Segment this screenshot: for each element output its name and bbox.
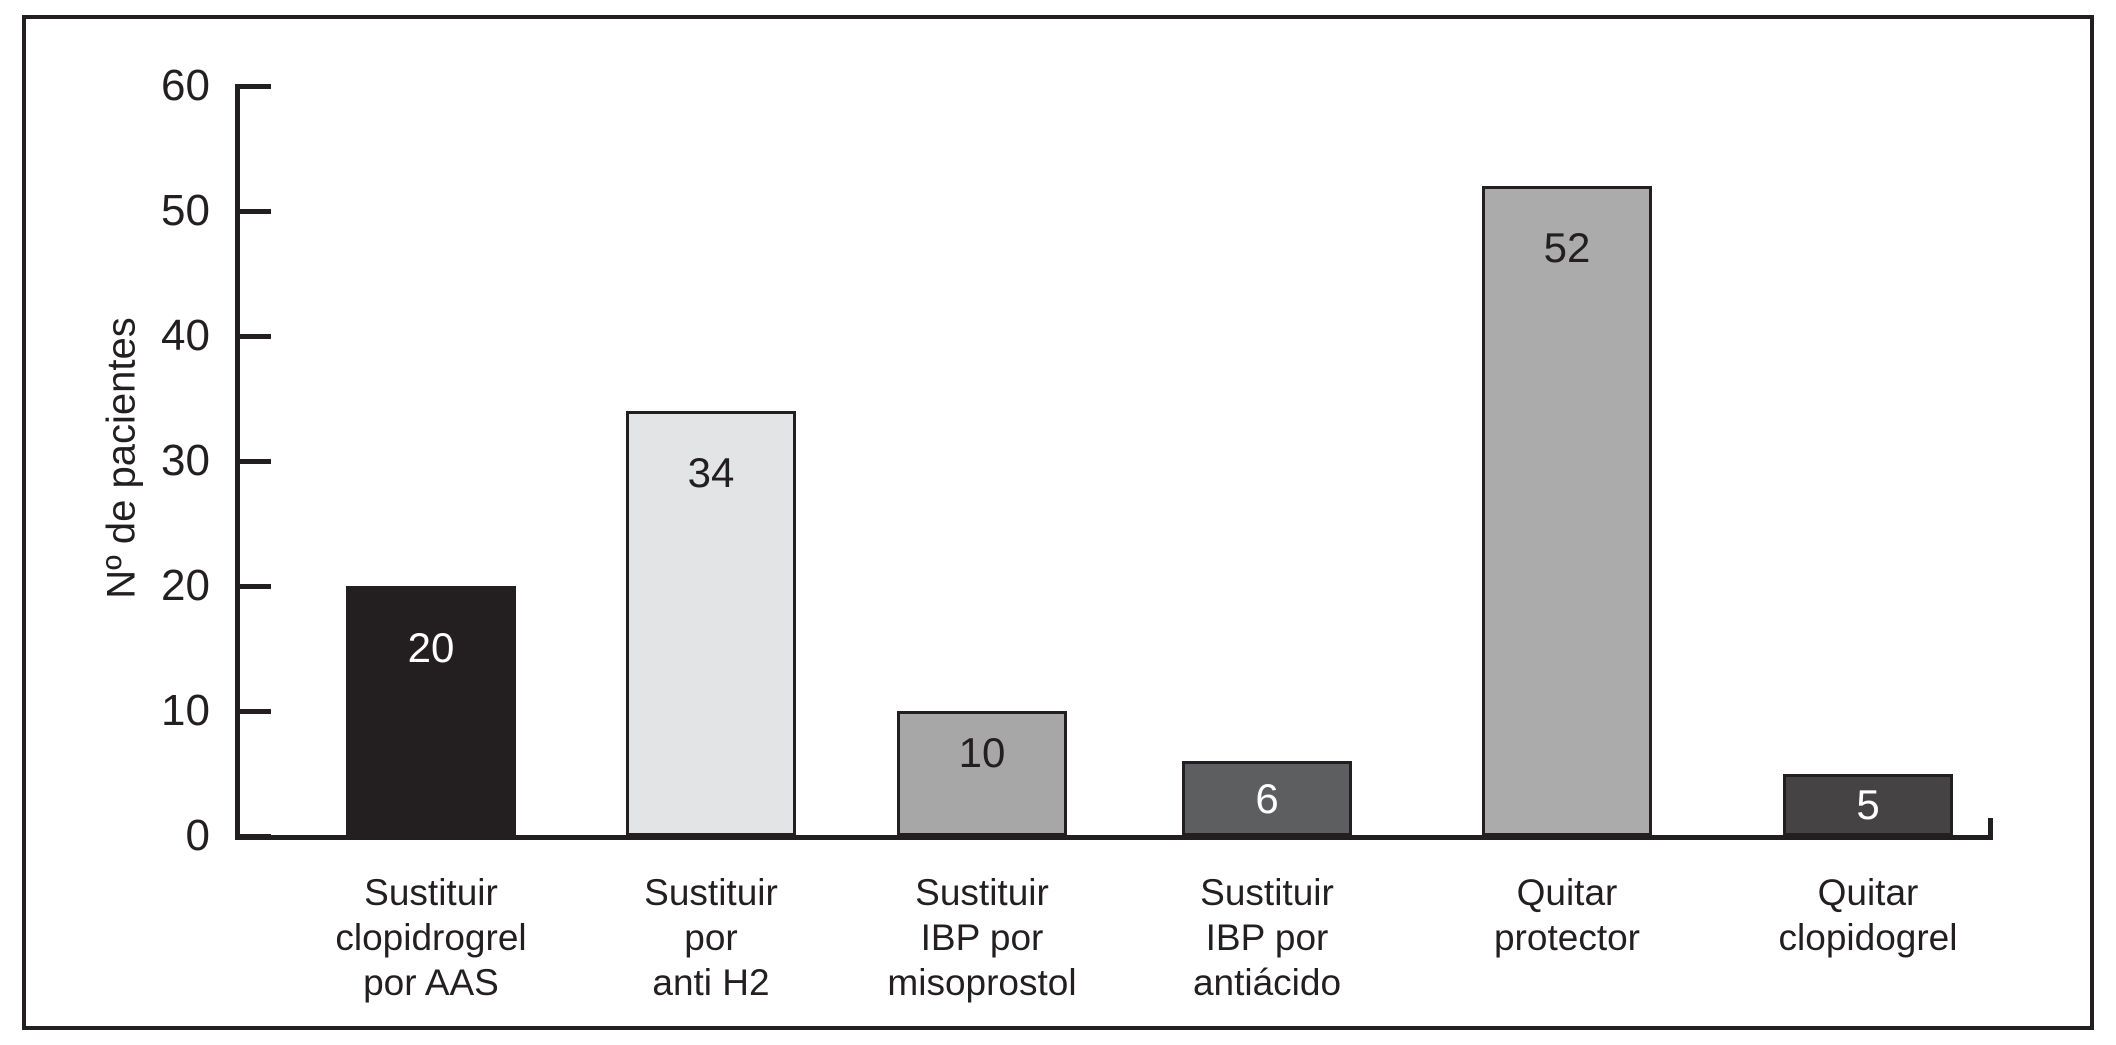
bar: 20 [346, 586, 516, 836]
y-axis-tick [235, 583, 271, 589]
x-category-label: Sustituir IBP por misoprostol [887, 872, 1077, 1003]
y-axis-tick-label: 30 [161, 436, 210, 485]
bar-value-label: 10 [958, 729, 1006, 776]
bar: 10 [897, 711, 1067, 836]
plot-area: 0 10 20 30 40 50 60 20 Sustituir clopidrogrel po… [161, 61, 1993, 1003]
y-axis-tick [235, 333, 271, 339]
bar: 5 [1783, 773, 1953, 836]
x-axis-line [235, 835, 1993, 840]
x-category-label: Sustituir por anti H2 [644, 872, 778, 1003]
y-axis-tick [235, 833, 271, 839]
y-axis-tick-label: 60 [161, 61, 210, 110]
x-category-label: Sustituir clopidrogrel por AAS [335, 872, 527, 1003]
y-axis-tick-label: 20 [161, 561, 210, 610]
y-axis-tick-label: 40 [161, 311, 210, 360]
x-category-label: Quitar protector [1493, 872, 1640, 958]
x-axis-end-tick [1988, 818, 1993, 840]
bar-value-label: 20 [407, 624, 455, 671]
bar: 52 [1482, 186, 1652, 836]
y-axis-tick-label: 10 [161, 686, 210, 735]
bar-value-label: 52 [1543, 224, 1591, 271]
x-category-label: Quitar clopidogrel [1778, 872, 1958, 958]
bar-value-label: 34 [687, 449, 735, 496]
bar-value-label: 6 [1255, 774, 1279, 822]
bar: 34 [626, 411, 796, 836]
bar-value-label: 5 [1856, 780, 1880, 828]
x-category-label: Sustituir IBP por antiácido [1192, 872, 1342, 1003]
y-axis-tick [235, 708, 271, 714]
y-axis-tick-label: 0 [185, 811, 210, 860]
chart-frame [22, 15, 2094, 1030]
y-axis-tick [235, 83, 271, 89]
y-axis-tick-label: 50 [161, 186, 210, 235]
y-axis-tick [235, 458, 271, 464]
y-axis-tick [235, 208, 271, 214]
bar: 6 [1182, 761, 1352, 836]
